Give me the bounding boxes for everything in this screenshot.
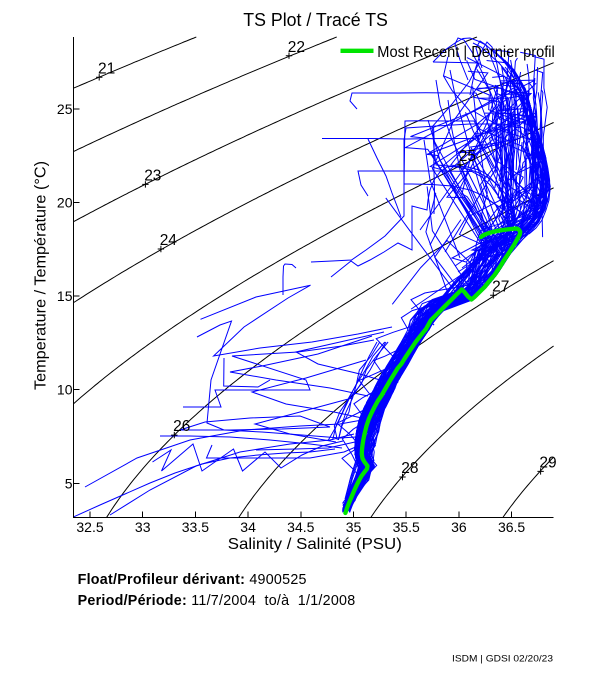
svg-text:ISDM | GDSI 02/20/23: ISDM | GDSI 02/20/23 [452,654,553,664]
svg-text:20: 20 [57,195,73,211]
svg-text:25: 25 [57,101,73,117]
svg-text:34.5: 34.5 [287,519,314,535]
svg-text:24: 24 [160,232,178,249]
svg-text:Most Recent | Dernier profil: Most Recent | Dernier profil [377,44,555,61]
svg-text:Salinity / Salinité (PSU): Salinity / Salinité (PSU) [228,536,402,553]
svg-text:25: 25 [459,148,476,165]
svg-text:33.5: 33.5 [182,519,209,535]
svg-text:36: 36 [451,519,467,535]
svg-text:10: 10 [57,382,73,398]
svg-text:26: 26 [173,418,190,435]
svg-text:35: 35 [346,519,362,535]
svg-text:34: 34 [240,519,256,535]
svg-text:29: 29 [539,455,556,472]
svg-text:23: 23 [144,168,161,185]
svg-text:Period/Période: 11/7/2004 to/: Period/Période: 11/7/2004 to/à 1/1/2008 [78,593,356,609]
svg-text:32.5: 32.5 [76,519,103,535]
svg-text:27: 27 [492,278,509,295]
svg-text:35.5: 35.5 [393,519,420,535]
svg-text:22: 22 [288,39,305,56]
svg-text:21: 21 [98,60,115,77]
svg-text:28: 28 [401,460,418,477]
svg-text:15: 15 [57,288,73,304]
svg-text:Float/Profileur dérivant: 4900: Float/Profileur dérivant: 4900525 [78,572,307,588]
svg-text:36.5: 36.5 [498,519,525,535]
svg-text:Temperature / Température (°C): Temperature / Température (°C) [33,161,50,390]
svg-text:TS Plot / Tracé TS: TS Plot / Tracé TS [243,9,388,30]
svg-text:5: 5 [65,475,73,491]
svg-text:33: 33 [135,519,151,535]
